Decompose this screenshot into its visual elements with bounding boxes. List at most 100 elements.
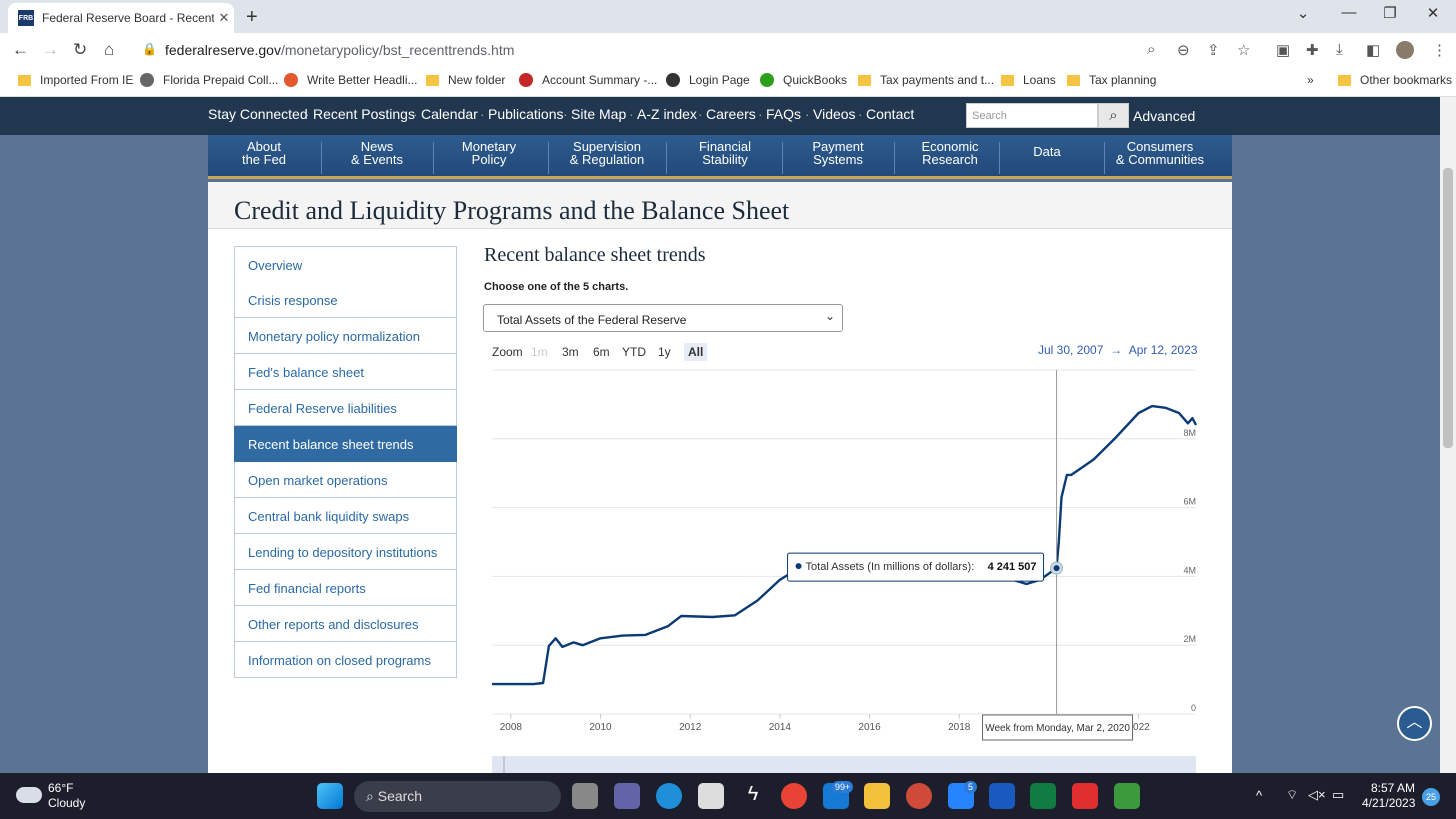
bookmark-2[interactable]: Florida Prepaid Coll...: [140, 73, 278, 87]
zoom-all[interactable]: All: [684, 343, 708, 361]
main-nav-9[interactable]: Consumers & Communities: [1100, 140, 1220, 166]
bookmark-star-icon[interactable]: ☆: [1237, 42, 1251, 59]
utility-link-1[interactable]: Stay Connected: [208, 106, 308, 122]
bookmark-5[interactable]: Account Summary -...: [519, 73, 657, 87]
browser-tab[interactable]: FRB Federal Reserve Board - Recent b ✕: [8, 3, 234, 33]
sidebar-item-4[interactable]: Fed's balance sheet: [234, 354, 457, 390]
app-icon[interactable]: ϟ: [740, 783, 766, 809]
utility-link-7[interactable]: Careers: [706, 106, 756, 122]
file-explorer-icon[interactable]: [864, 783, 890, 809]
main-nav-2[interactable]: News & Events: [317, 140, 437, 166]
main-nav-4[interactable]: Supervision & Regulation: [547, 140, 667, 166]
address-bar[interactable]: [133, 37, 1263, 63]
minimize-icon[interactable]: —: [1341, 4, 1357, 21]
sidebar-item-10[interactable]: Fed financial reports: [234, 570, 457, 606]
utility-link-2[interactable]: Recent Postings: [313, 106, 415, 122]
sidebar-item-8[interactable]: Central bank liquidity swaps: [234, 498, 457, 534]
notification-badge[interactable]: 25: [1422, 788, 1440, 806]
other-bookmarks[interactable]: Other bookmarks: [1338, 73, 1452, 87]
extension-icon[interactable]: ▣: [1276, 42, 1291, 59]
close-tab-icon[interactable]: ✕: [218, 10, 230, 25]
puzzle-icon[interactable]: ✚: [1306, 42, 1319, 59]
clock[interactable]: 8:57 AM 4/21/2023: [1362, 781, 1416, 810]
bookmark-4[interactable]: New folder: [426, 73, 505, 87]
zoom-1y[interactable]: 1y: [658, 345, 671, 359]
profile-avatar[interactable]: [1396, 41, 1414, 59]
main-nav-3[interactable]: Monetary Policy: [429, 140, 549, 166]
volume-icon[interactable]: ◁×: [1308, 787, 1326, 802]
sidebar-item-6[interactable]: Recent balance sheet trends: [234, 426, 457, 462]
reload-icon[interactable]: ↻: [73, 40, 88, 59]
main-nav-1[interactable]: About the Fed: [204, 140, 324, 166]
search-icon[interactable]: ⌕: [1147, 41, 1156, 58]
edge-icon[interactable]: [656, 783, 682, 809]
utility-link-6[interactable]: A-Z index: [637, 106, 697, 122]
utility-link-9[interactable]: Videos: [813, 106, 856, 122]
acrobat-icon[interactable]: [1072, 783, 1098, 809]
weather-widget[interactable]: 66°F Cloudy: [48, 781, 86, 810]
url-text[interactable]: federalreserve.gov/monetarypolicy/bst_re…: [165, 42, 515, 58]
sidebar-item-2[interactable]: Crisis response: [234, 282, 457, 318]
windows-start-icon[interactable]: [317, 783, 343, 809]
chevron-down-icon[interactable]: ⌄: [825, 309, 836, 323]
excel-icon[interactable]: [1030, 783, 1056, 809]
sidebar-item-12[interactable]: Information on closed programs: [234, 642, 457, 678]
bookmark-10[interactable]: Tax planning: [1067, 73, 1156, 87]
main-nav-6[interactable]: Payment Systems: [778, 140, 898, 166]
teams-icon[interactable]: [614, 783, 640, 809]
window-close-icon[interactable]: ✕: [1426, 5, 1440, 22]
sidepanel-icon[interactable]: ◧: [1366, 42, 1381, 59]
bookmark-1[interactable]: Imported From IE: [18, 73, 133, 87]
wifi-icon[interactable]: ⌔: [1286, 787, 1299, 802]
utility-link-10[interactable]: Contact: [866, 106, 915, 122]
main-nav-5[interactable]: Financial Stability: [665, 140, 785, 166]
main-nav-7[interactable]: Economic Research: [890, 140, 1010, 166]
sidebar-item-5[interactable]: Federal Reserve liabilities: [234, 390, 457, 426]
date-range[interactable]: Jul 30, 2007 → Apr 12, 2023: [1038, 343, 1198, 357]
sidebar-item-1[interactable]: Overview: [234, 246, 457, 283]
sidebar-item-3[interactable]: Monetary policy normalization: [234, 318, 457, 354]
quickbooks-icon[interactable]: [1114, 783, 1140, 809]
more-bookmarks[interactable]: »: [1307, 73, 1314, 87]
scrollbar-thumb[interactable]: [1443, 168, 1453, 448]
forward-icon[interactable]: →: [42, 40, 59, 59]
bookmark-3[interactable]: Write Better Headli...: [284, 73, 417, 87]
zoom-6m[interactable]: 6m: [593, 345, 610, 359]
chart-select[interactable]: Total Assets of the Federal Reserve: [483, 304, 843, 332]
download-icon[interactable]: ⤓: [1336, 41, 1343, 58]
store-icon[interactable]: [698, 783, 724, 809]
app-red-icon[interactable]: [906, 783, 932, 809]
sidebar-item-7[interactable]: Open market operations: [234, 462, 457, 498]
home-icon[interactable]: ⌂: [104, 40, 115, 59]
lock-icon[interactable]: 🔒: [142, 42, 157, 56]
sidebar-item-9[interactable]: Lending to depository institutions: [234, 534, 457, 570]
search-button[interactable]: ⌕: [1098, 103, 1129, 128]
zoom-3m[interactable]: 3m: [562, 345, 579, 359]
utility-link-8[interactable]: FAQs: [766, 106, 802, 122]
zoom-ytd[interactable]: YTD: [622, 345, 646, 359]
word-icon[interactable]: [989, 783, 1015, 809]
bookmark-9[interactable]: Loans: [1001, 73, 1056, 87]
back-icon[interactable]: ←: [12, 40, 29, 59]
sidebar-item-11[interactable]: Other reports and disclosures: [234, 606, 457, 642]
zoom-1m[interactable]: 1m: [531, 345, 548, 359]
menu-icon[interactable]: ⋮: [1432, 42, 1447, 59]
battery-icon[interactable]: ▭: [1332, 787, 1345, 802]
chrome-icon[interactable]: [781, 783, 807, 809]
utility-link-3[interactable]: Calendar: [421, 106, 478, 122]
site-search-input[interactable]: Search: [966, 103, 1098, 128]
share-icon[interactable]: ⇪: [1207, 42, 1220, 59]
utility-link-4[interactable]: Publications: [488, 106, 564, 122]
advanced-search-link[interactable]: Advanced: [1133, 108, 1196, 124]
bookmark-8[interactable]: Tax payments and t...: [858, 73, 994, 87]
bookmark-6[interactable]: Login Page: [666, 73, 750, 87]
zoom-icon[interactable]: ⊖: [1177, 42, 1190, 59]
tab-search-icon[interactable]: ⌄: [1296, 5, 1310, 22]
main-nav-8[interactable]: Data: [987, 145, 1107, 158]
utility-link-5[interactable]: Site Map: [571, 106, 627, 122]
restore-icon[interactable]: ❐: [1383, 5, 1397, 22]
task-view-icon[interactable]: [572, 783, 598, 809]
taskbar-search[interactable]: ⌕ Search: [354, 781, 561, 812]
chevron-up-icon[interactable]: ^: [1256, 788, 1263, 803]
